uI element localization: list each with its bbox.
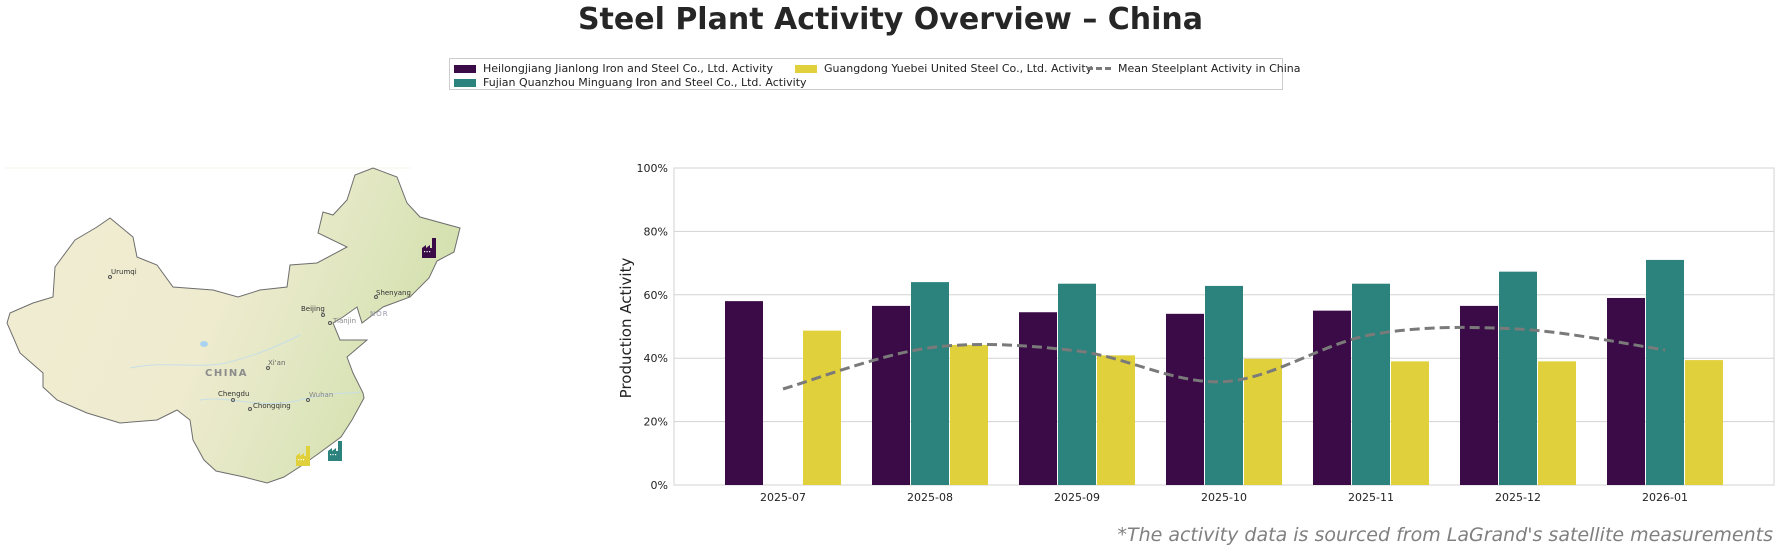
bar-2025-09 (1058, 283, 1096, 485)
china-map: Urumqi Beijing Tianjin Shenyang Xi'an Ch… (5, 167, 461, 484)
svg-text:Beijing: Beijing (301, 305, 325, 313)
city-beijing: Beijing (301, 305, 325, 317)
bar-2025-07 (725, 301, 763, 485)
legend-item-mean: Mean Steelplant Activity in China (1087, 62, 1301, 75)
legend-item-guangdong: Guangdong Yuebei United Steel Co., Ltd. … (795, 62, 1092, 75)
legend-item-fujian: Fujian Quanzhou Minguang Iron and Steel … (454, 76, 807, 89)
china-outline (6, 167, 461, 484)
country-label: CHINA (205, 368, 248, 379)
y-tick-label: 40% (644, 352, 668, 365)
legend-item-heilongjiang: Heilongjiang Jianlong Iron and Steel Co.… (454, 62, 773, 75)
chart-title: Steel Plant Activity Overview – China (577, 2, 1204, 37)
bar-2025-11 (1352, 283, 1390, 485)
bar-2025-12 (1499, 271, 1537, 485)
legend-swatch (795, 64, 817, 73)
sea-label: NOR (370, 310, 389, 318)
x-tick-label: 2026-01 (1642, 491, 1688, 504)
lake (200, 341, 208, 347)
bar-2025-10 (1205, 285, 1243, 485)
svg-text:Shenyang: Shenyang (376, 289, 411, 297)
legend-line (1087, 67, 1111, 70)
footnote: *The activity data is sourced from LaGra… (1117, 524, 1773, 546)
x-tick-label: 2025-09 (1054, 491, 1100, 504)
legend-label: Mean Steelplant Activity in China (1118, 62, 1301, 75)
city-urumqi: Urumqi (108, 268, 137, 279)
svg-text:Urumqi: Urumqi (111, 268, 137, 276)
y-tick-label: 0% (651, 479, 668, 492)
bar-2025-11 (1391, 361, 1429, 485)
x-tick-label: 2025-08 (907, 491, 953, 504)
factory-icon-heilongjiang (422, 238, 436, 258)
legend-swatch (454, 64, 476, 73)
city-chengdu: Chengdu (218, 390, 249, 402)
bar-2026-01 (1646, 259, 1684, 485)
bar-2025-08 (872, 305, 910, 485)
legend-label: Fujian Quanzhou Minguang Iron and Steel … (483, 76, 807, 89)
bar-2025-08 (950, 344, 988, 485)
bar-2025-07 (803, 330, 841, 485)
bar-2025-12 (1460, 305, 1498, 485)
legend: Heilongjiang Jianlong Iron and Steel Co.… (449, 58, 1301, 90)
city-chongqing: Chongqing (248, 402, 291, 411)
y-tick-label: 100% (637, 162, 668, 175)
river (129, 334, 301, 369)
factory-icon-fujian (328, 441, 342, 461)
bar-2025-10 (1244, 358, 1282, 485)
city-wuhan: Wuhan (306, 391, 333, 402)
city-shenyang: Shenyang (374, 289, 411, 299)
svg-text:Chongqing: Chongqing (253, 402, 291, 410)
city-tianjin: Tianjin (328, 317, 356, 325)
svg-text:Xi'an: Xi'an (268, 359, 285, 367)
river (199, 391, 361, 405)
y-tick-label: 20% (644, 416, 668, 429)
bar-2025-12 (1538, 361, 1576, 485)
x-tick-label: 2025-07 (760, 491, 806, 504)
svg-text:Chengdu: Chengdu (218, 390, 249, 398)
bar-2025-09 (1019, 312, 1057, 485)
y-tick-label: 60% (644, 289, 668, 302)
city-xian: Xi'an (266, 359, 285, 370)
mean-activity-line (782, 325, 1666, 391)
bar-2025-09 (1097, 355, 1135, 485)
x-tick-label: 2025-12 (1495, 491, 1541, 504)
x-tick-label: 2025-11 (1348, 491, 1394, 504)
bar-2025-10 (1166, 313, 1204, 485)
svg-text:Tianjin: Tianjin (332, 317, 356, 325)
legend-label: Guangdong Yuebei United Steel Co., Ltd. … (824, 62, 1093, 75)
y-axis-label: Production Activity (617, 257, 635, 399)
svg-text:Wuhan: Wuhan (309, 391, 333, 399)
x-tick-label: 2025-10 (1201, 491, 1247, 504)
factory-icon-guangdong (296, 446, 310, 466)
legend-swatch (454, 78, 476, 87)
bar-2026-01 (1607, 297, 1645, 485)
bar-2025-11 (1313, 310, 1351, 485)
bar-2025-08 (911, 282, 949, 485)
bar-2026-01 (1685, 360, 1723, 485)
y-tick-label: 80% (644, 225, 668, 238)
legend-label: Heilongjiang Jianlong Iron and Steel Co.… (483, 62, 773, 75)
